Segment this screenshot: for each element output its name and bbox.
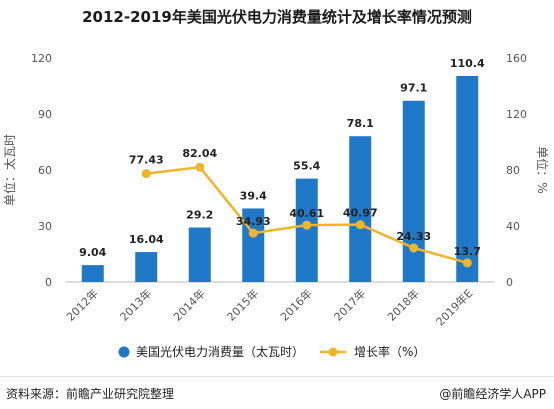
y-right-axis-label: 单位：% — [535, 146, 550, 193]
x-tick-label: 2017年 — [331, 286, 368, 323]
x-tick-label: 2015年 — [224, 286, 261, 323]
line-data-label: 82.04 — [182, 147, 217, 160]
combo-chart: 0 30 60 90 120 0 40 80 120 160 2012年 2013年 2014年 2015… — [2, 52, 550, 359]
line-data-label: 24.33 — [396, 230, 431, 243]
line-series — [141, 162, 472, 268]
bar — [349, 136, 372, 282]
x-tick-label: 2018年 — [384, 286, 421, 323]
chart-title: 2012-2019年美国光伏电力消费量统计及增长率情况预测 — [82, 8, 472, 26]
y-left-tick-label: 0 — [45, 276, 52, 289]
bar — [188, 227, 211, 282]
line-data-label: 34.93 — [236, 215, 271, 228]
x-tick-label: 2016年 — [277, 286, 314, 323]
y-left-tick-label: 90 — [38, 108, 52, 121]
x-tick-label: 2019年E — [433, 286, 475, 328]
bar-data-label: 55.4 — [293, 160, 320, 173]
source-text: 资料来源：前瞻产业研究院整理 — [6, 387, 175, 401]
x-tick-label: 2012年 — [63, 286, 100, 323]
legend: 美国光伏电力消费量（太瓦时） 增长率（%） — [118, 344, 425, 359]
legend-bar-label: 美国光伏电力消费量（太瓦时） — [136, 344, 304, 359]
line-point — [248, 228, 258, 238]
y-left-tick-label: 30 — [38, 220, 52, 233]
line-data-label: 13.7 — [454, 245, 481, 258]
bar — [81, 265, 104, 282]
bar — [456, 75, 479, 282]
bar — [135, 252, 158, 282]
credit-text: @前瞻经济学人APP — [439, 387, 546, 401]
line-data-label: 40.97 — [343, 207, 378, 220]
bar — [402, 100, 425, 282]
y-left-tick-label: 120 — [31, 52, 52, 65]
legend-line-marker — [328, 347, 338, 357]
bar-data-label: 97.1 — [400, 82, 427, 95]
bar-series — [81, 75, 479, 282]
y-right-tick-label: 0 — [506, 276, 513, 289]
line-point — [195, 162, 205, 172]
line-data-label: 40.61 — [289, 207, 324, 220]
bar — [295, 178, 318, 282]
legend-bar-marker — [118, 346, 130, 358]
bar-data-label: 16.04 — [129, 233, 164, 246]
line-point — [462, 258, 472, 268]
line-data-label: 77.43 — [129, 154, 164, 167]
bar-data-label: 110.4 — [450, 57, 485, 70]
line-point — [141, 169, 151, 179]
line-point — [302, 220, 312, 230]
y-left-tick-label: 60 — [38, 164, 52, 177]
bar-data-label: 78.1 — [347, 117, 374, 130]
legend-line-label: 增长率（%） — [354, 344, 425, 359]
y-right-tick-label: 40 — [506, 220, 520, 233]
y-right-tick-label: 160 — [506, 52, 527, 65]
bar-data-label: 29.2 — [186, 208, 213, 221]
x-tick-label: 2014年 — [170, 286, 207, 323]
bar-data-label: 39.4 — [240, 189, 267, 202]
line-point — [355, 220, 365, 230]
footer: 资料来源：前瞻产业研究院整理 @前瞻经济学人APP — [0, 376, 554, 409]
data-labels: 9.04 16.04 29.2 39.4 55.4 78.1 97.1 110.4 77.43 8… — [79, 57, 485, 259]
y-left-axis-label: 单位：太瓦时 — [2, 134, 17, 206]
y-right-tick-label: 120 — [506, 108, 527, 121]
y-right-tick-label: 80 — [506, 164, 520, 177]
x-tick-label: 2013年 — [117, 286, 154, 323]
line-point — [409, 243, 419, 253]
bar-data-label: 9.04 — [79, 246, 106, 259]
